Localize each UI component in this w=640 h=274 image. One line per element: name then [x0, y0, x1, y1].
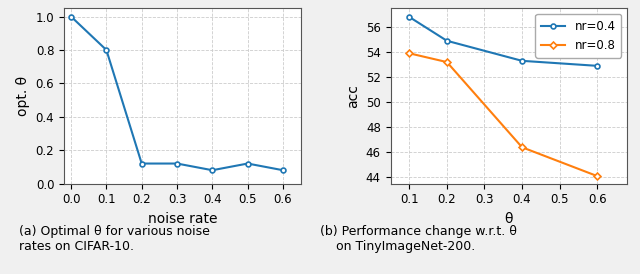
nr=0.8: [443, 61, 451, 64]
Y-axis label: acc: acc: [346, 84, 360, 108]
Y-axis label: opt. θ: opt. θ: [16, 76, 30, 116]
nr=0.4: [443, 39, 451, 42]
nr=0.8: [593, 175, 601, 178]
Legend: nr=0.4, nr=0.8: nr=0.4, nr=0.8: [536, 14, 621, 58]
nr=0.8: [518, 145, 526, 149]
nr=0.8: [406, 52, 413, 55]
nr=0.4: [518, 59, 526, 62]
Text: (a) Optimal θ for various noise
rates on CIFAR-10.: (a) Optimal θ for various noise rates on…: [19, 225, 210, 253]
X-axis label: θ: θ: [504, 212, 513, 226]
X-axis label: noise rate: noise rate: [148, 212, 217, 226]
Line: nr=0.4: nr=0.4: [407, 15, 600, 68]
Text: (b) Performance change w.r.t. θ
    on TinyImageNet-200.: (b) Performance change w.r.t. θ on TinyI…: [320, 225, 517, 253]
Line: nr=0.8: nr=0.8: [407, 51, 600, 178]
nr=0.4: [593, 64, 601, 67]
nr=0.4: [406, 15, 413, 19]
